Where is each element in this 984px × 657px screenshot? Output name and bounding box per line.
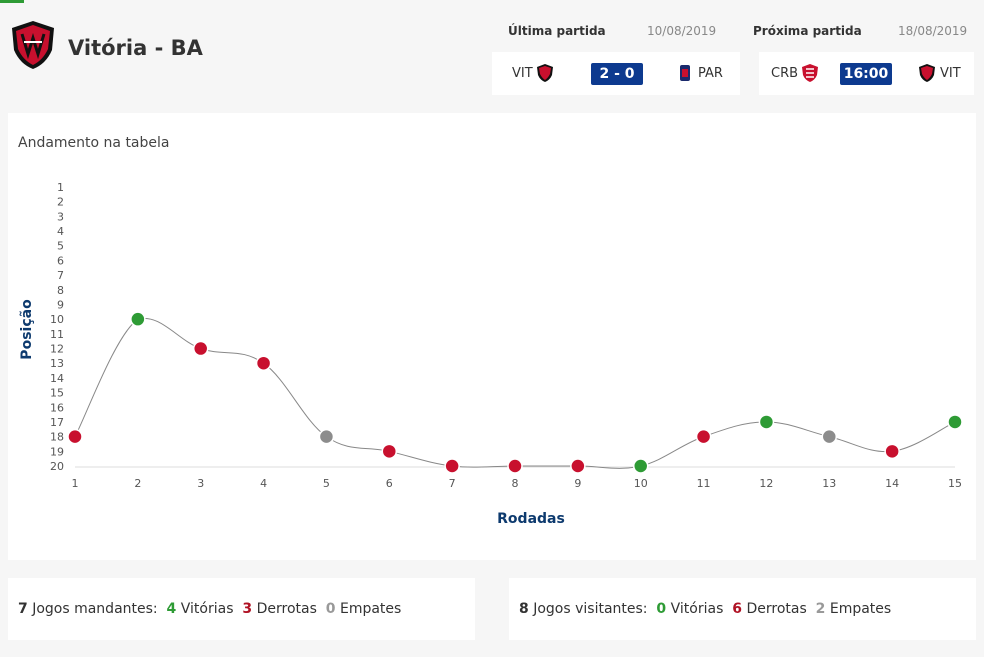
y-tick-label: 16 — [50, 401, 64, 414]
x-tick-label: 12 — [759, 477, 773, 490]
vitoria-crest-icon — [919, 64, 935, 82]
x-tick-label: 13 — [822, 477, 836, 490]
home-wins-label: Vitórias — [180, 601, 234, 617]
away-stats-line: 8 Jogos visitantes: 0 Vitórias 6 Derrota… — [519, 601, 891, 617]
vitoria-crest-icon — [537, 64, 553, 82]
y-tick-label: 8 — [57, 284, 64, 297]
data-point-loss[interactable] — [255, 355, 272, 371]
y-tick-label: 3 — [57, 210, 64, 223]
last-match-header: Última partida 10/08/2019 — [508, 24, 716, 38]
y-tick-label: 10 — [50, 313, 64, 326]
x-tick-label: 1 — [72, 477, 79, 490]
y-tick-label: 6 — [57, 254, 64, 267]
away-losses-count: 6 — [732, 601, 743, 617]
next-match-home: CRB — [771, 66, 799, 81]
home-stats-card: 7 Jogos mandantes: 4 Vitórias 3 Derrotas… — [8, 578, 475, 640]
y-tick-label: 18 — [50, 431, 64, 444]
away-draws-count: 2 — [815, 601, 826, 617]
last-match-away: PAR — [698, 66, 723, 81]
y-tick-label: 5 — [57, 240, 64, 253]
away-wins-count: 0 — [656, 601, 667, 617]
x-axis-label: Rodadas — [497, 511, 565, 527]
team-header: Vitória - BA Última partida 10/08/2019 P… — [0, 0, 984, 104]
next-match-header: Próxima partida 18/08/2019 — [753, 24, 967, 38]
x-tick-label: 3 — [197, 477, 204, 490]
data-point-loss[interactable] — [444, 458, 460, 474]
last-match-date: 10/08/2019 — [647, 24, 717, 38]
y-tick-label: 13 — [50, 357, 64, 370]
x-tick-label: 14 — [885, 477, 899, 490]
y-tick-label: 9 — [57, 298, 64, 311]
last-match-label: Última partida — [508, 24, 606, 38]
next-match-time: 16:00 — [840, 63, 892, 85]
home-losses-count: 3 — [242, 601, 253, 617]
chart-title: Andamento na tabela — [18, 135, 170, 151]
away-games-label: Jogos visitantes: — [533, 601, 648, 617]
top-accent-bar — [0, 0, 24, 3]
data-point-loss[interactable] — [570, 458, 586, 474]
home-draws-count: 0 — [325, 601, 336, 617]
home-games-count: 7 — [18, 601, 28, 617]
data-point-win[interactable] — [632, 458, 649, 474]
data-point-loss[interactable] — [67, 428, 83, 445]
standings-chart-card: Andamento na tabela 1 2 3 4 5 6 7 8 9 10 11 12 13 14 1… — [8, 113, 976, 560]
x-tick-label: 2 — [134, 477, 141, 490]
away-stats-card: 8 Jogos visitantes: 0 Vitórias 6 Derrota… — [509, 578, 976, 640]
y-tick-label: 1 — [57, 181, 64, 194]
data-point-win[interactable] — [130, 311, 146, 327]
x-tick-label: 11 — [697, 477, 711, 490]
y-tick-label: 2 — [57, 196, 64, 209]
next-match-away: VIT — [940, 66, 961, 81]
home-games-label: Jogos mandantes: — [32, 601, 158, 617]
x-tick-label: 6 — [386, 477, 393, 490]
data-point-win[interactable] — [758, 414, 775, 430]
home-draws-label: Empates — [339, 601, 402, 617]
x-tick-label: 4 — [260, 477, 267, 490]
home-losses-label: Derrotas — [256, 601, 317, 617]
home-stats-line: 7 Jogos mandantes: 4 Vitórias 3 Derrotas… — [18, 601, 401, 617]
team-title: Vitória - BA — [68, 36, 203, 60]
next-match-label: Próxima partida — [753, 24, 862, 38]
y-tick-label: 7 — [57, 269, 64, 282]
away-losses-label: Derrotas — [746, 601, 807, 617]
data-point-loss[interactable] — [507, 458, 523, 474]
y-tick-label: 20 — [50, 460, 64, 473]
y-axis-label: Posição — [19, 299, 35, 360]
x-tick-label: 10 — [634, 477, 648, 490]
x-tick-label: 9 — [574, 477, 581, 490]
y-tick-label: 11 — [50, 328, 64, 341]
data-point-draw[interactable] — [318, 428, 335, 445]
parana-crest-icon — [680, 65, 690, 81]
y-tick-label: 19 — [50, 445, 64, 458]
y-tick-label: 12 — [50, 343, 64, 356]
crb-crest-icon — [802, 64, 818, 82]
data-point-loss[interactable] — [695, 428, 712, 445]
away-wins-label: Vitórias — [670, 601, 724, 617]
x-tick-label: 7 — [449, 477, 456, 490]
y-tick-label: 17 — [50, 416, 64, 429]
x-tick-label: 5 — [323, 477, 330, 490]
y-tick-label: 15 — [50, 387, 64, 400]
data-point-win[interactable] — [947, 414, 963, 430]
team-crest-icon — [12, 21, 54, 69]
y-tick-label: 4 — [57, 225, 64, 238]
data-point-draw[interactable] — [821, 428, 838, 445]
x-tick-label: 15 — [948, 477, 962, 490]
next-match-card[interactable]: CRB 16:00 VIT — [759, 52, 974, 95]
data-point-loss[interactable] — [381, 443, 398, 460]
last-match-score: 2 - 0 — [591, 63, 643, 85]
away-draws-label: Empates — [829, 601, 892, 617]
next-match-date: 18/08/2019 — [898, 24, 968, 38]
data-point-loss[interactable] — [884, 443, 900, 460]
x-tick-label: 8 — [512, 477, 519, 490]
home-wins-count: 4 — [166, 601, 177, 617]
away-games-count: 8 — [519, 601, 529, 617]
last-match-home: VIT — [512, 66, 533, 81]
last-match-card[interactable]: VIT 2 - 0 PAR — [492, 52, 740, 95]
y-tick-label: 14 — [50, 372, 64, 385]
series-line — [74, 317, 956, 469]
data-point-loss[interactable] — [192, 340, 209, 357]
